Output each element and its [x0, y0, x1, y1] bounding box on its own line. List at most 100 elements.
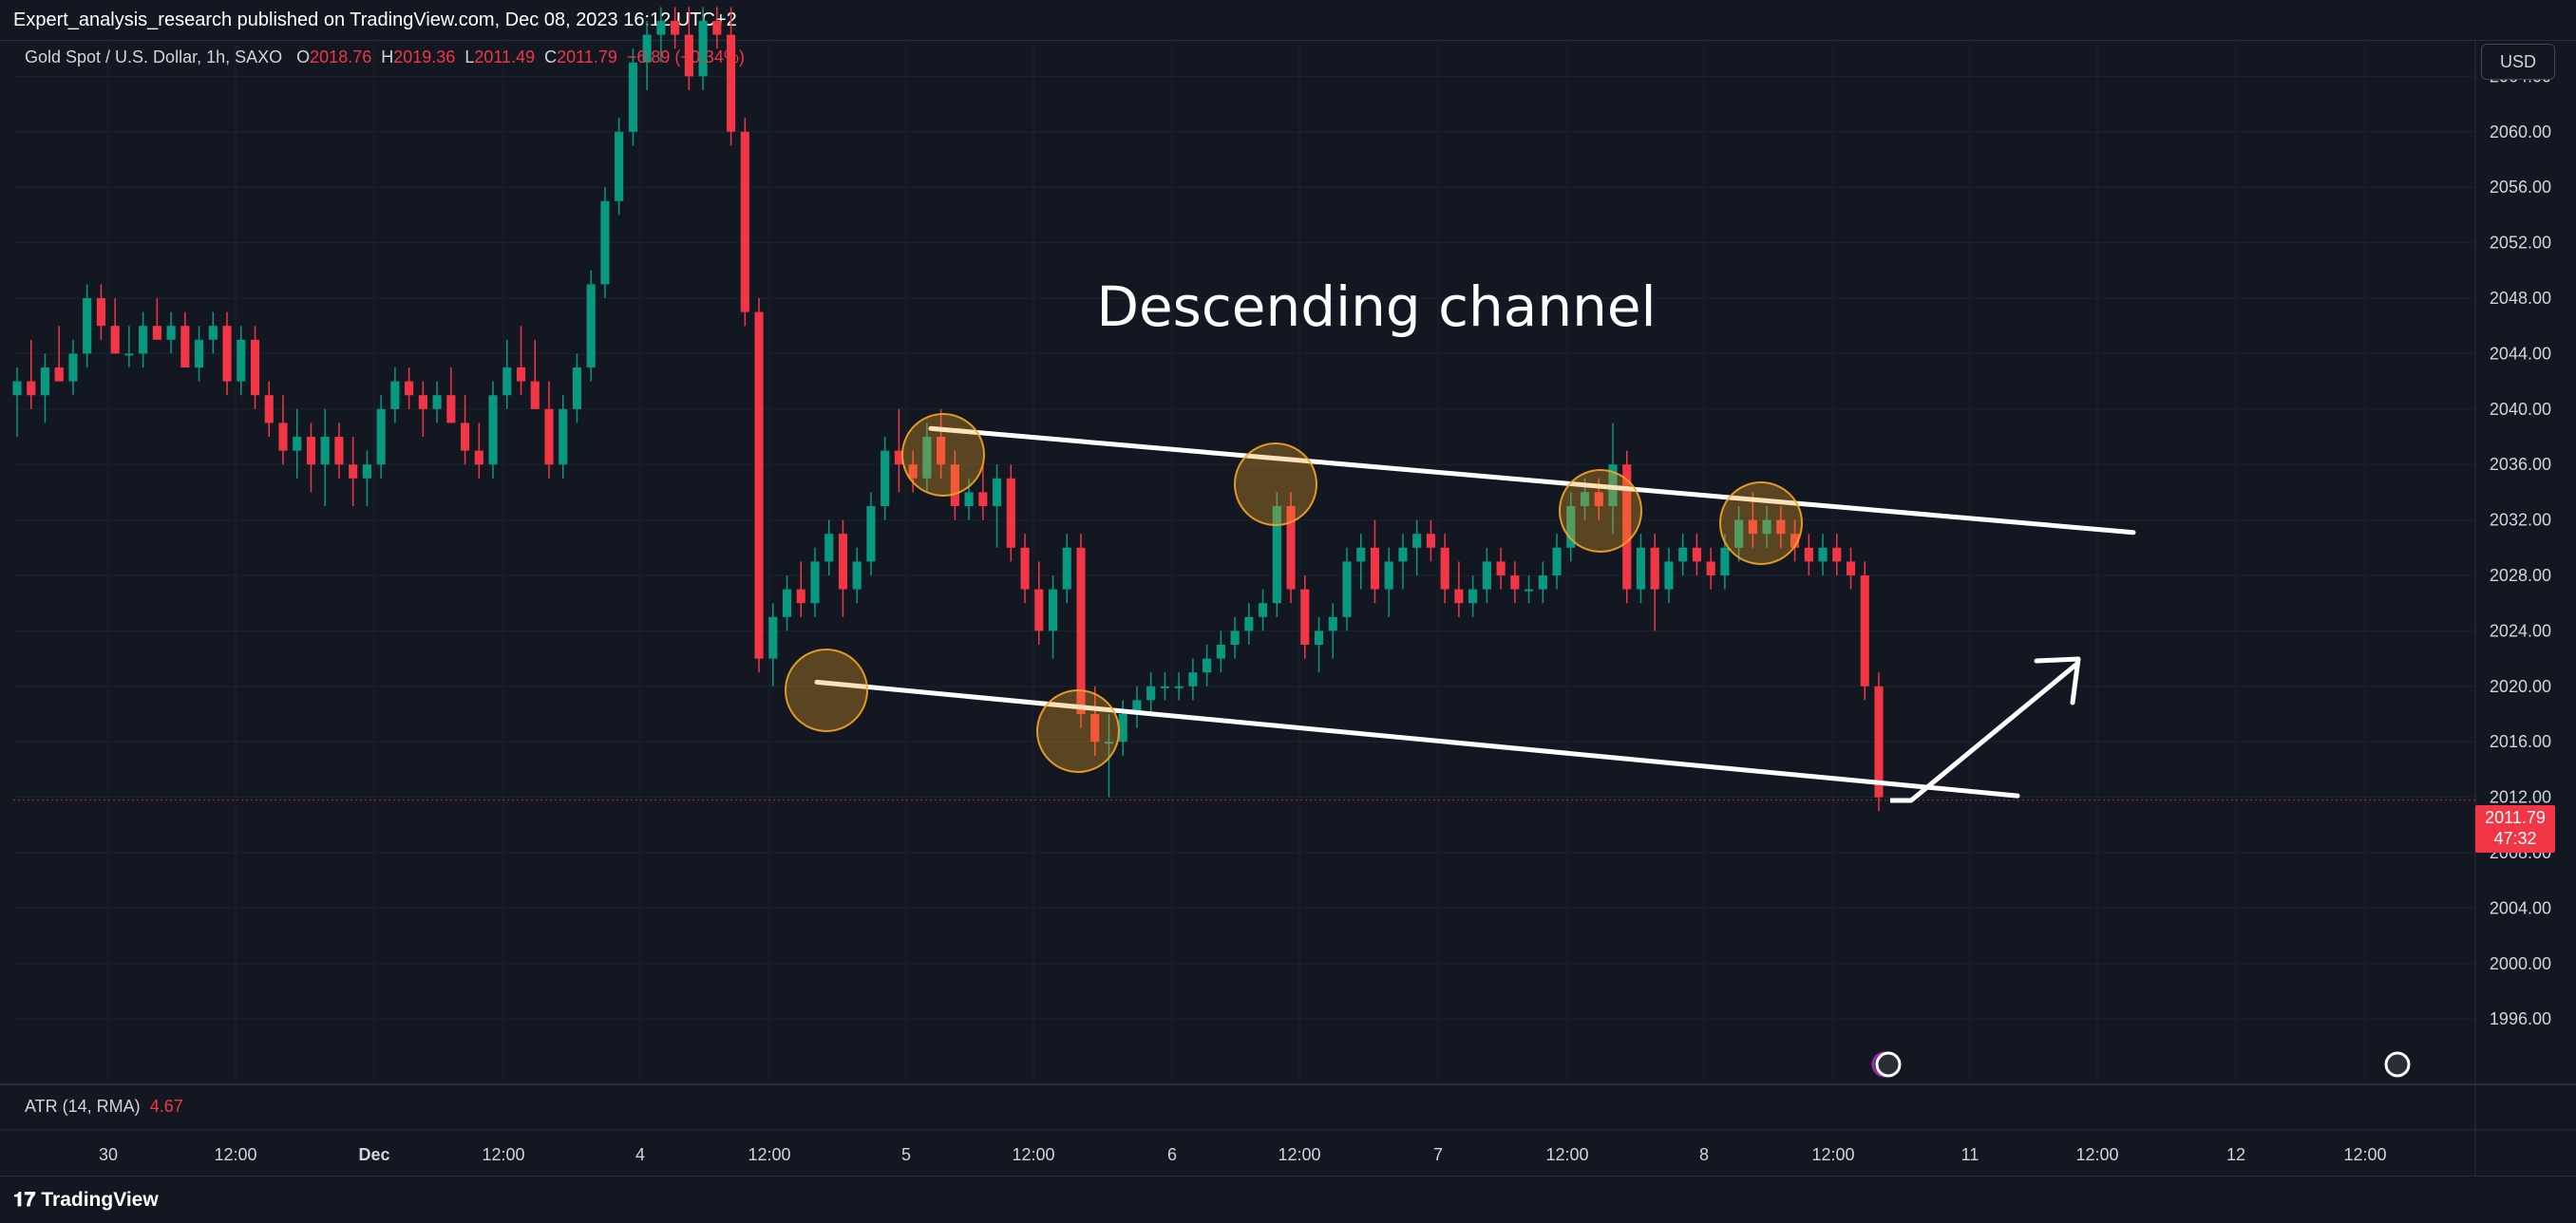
y-tick-label: 2060.00: [2490, 122, 2551, 141]
candle-body: [432, 395, 442, 409]
high-value: 2019.36: [393, 47, 456, 66]
x-tick-label: 5: [901, 1145, 911, 1164]
candle-body: [1846, 561, 1856, 575]
y-tick-label: 2036.00: [2490, 455, 2551, 474]
candle-body: [1734, 519, 1744, 548]
event-flag-icon: [1875, 1051, 1902, 1078]
y-tick-label: 2012.00: [2490, 788, 2551, 807]
y-tick-label: 2000.00: [2490, 954, 2551, 973]
candle-body: [656, 21, 666, 35]
candle-body: [446, 395, 456, 423]
atr-indicator-legend[interactable]: ATR (14, RMA) 4.67: [25, 1097, 183, 1117]
y-tick-label: 2016.00: [2490, 732, 2551, 751]
footer-bar: 𝟏𝟕 TradingView: [0, 1176, 2576, 1223]
tradingview-logo[interactable]: 𝟏𝟕 TradingView: [13, 1188, 159, 1212]
candle-body: [1874, 686, 1884, 798]
candle-body: [502, 367, 512, 396]
candle-body: [488, 395, 498, 465]
channel-upper-line: [928, 425, 2136, 536]
candle-body: [796, 589, 805, 604]
candle-body: [1160, 686, 1169, 688]
candle-body: [1566, 506, 1576, 548]
candle-body: [824, 534, 834, 562]
candle-body: [1622, 464, 1632, 590]
candle-body: [1552, 547, 1562, 575]
x-tick-label: 11: [1961, 1145, 1979, 1164]
candle-body: [1076, 547, 1086, 714]
candle-body: [152, 326, 161, 340]
candle-body: [390, 381, 400, 409]
candle-body: [810, 561, 820, 604]
change-value: −6.89 (−0.34%): [626, 47, 745, 66]
candle-body: [964, 492, 974, 506]
x-tick-label: 12:00: [748, 1145, 790, 1164]
x-tick-label: 12:00: [2343, 1145, 2386, 1164]
candle-body: [180, 326, 190, 367]
top-bar: Expert_analysis_research published on Tr…: [0, 0, 2576, 41]
x-tick-label: 12:00: [214, 1145, 256, 1164]
candle-body: [1342, 561, 1352, 617]
candle-body: [600, 200, 610, 285]
y-tick-label: 2056.00: [2490, 178, 2551, 197]
x-tick-label: 12:00: [1012, 1145, 1054, 1164]
candle-body: [96, 298, 105, 327]
touch-point-marker: [901, 413, 985, 497]
candle-body: [54, 367, 64, 382]
y-tick-label: 2020.00: [2490, 677, 2551, 696]
candle-body: [68, 353, 78, 382]
candle-body: [1048, 589, 1058, 631]
candle-body: [768, 616, 778, 659]
candle-body: [1594, 492, 1603, 506]
x-tick-label: 12:00: [482, 1145, 524, 1164]
candle-body: [1398, 547, 1408, 562]
candle-body: [1496, 561, 1506, 575]
candle-body: [671, 21, 680, 35]
x-tick-label: 8: [1699, 1145, 1709, 1164]
candle-body: [908, 464, 918, 479]
brand-name: TradingView: [41, 1189, 159, 1211]
candle-body: [684, 34, 693, 77]
tradingview-logo-icon: 𝟏𝟕: [13, 1188, 36, 1211]
candle-body: [1090, 714, 1100, 743]
candle-body: [1636, 547, 1646, 590]
candle-body: [1538, 575, 1547, 590]
candle-body: [362, 464, 371, 479]
candle-body: [1356, 547, 1366, 562]
candle-body: [1510, 575, 1520, 590]
y-tick-label: 2044.00: [2490, 344, 2551, 363]
candle-body: [1174, 686, 1184, 688]
candle-body: [754, 311, 764, 659]
candle-body: [1104, 742, 1114, 744]
candle-body: [139, 326, 148, 354]
touch-point-marker: [785, 649, 868, 732]
candle-body: [1370, 547, 1380, 590]
candle-body: [866, 506, 876, 562]
y-tick-label: 2024.00: [2490, 621, 2551, 640]
candle-body: [1790, 534, 1800, 548]
candle-body: [1832, 547, 1842, 562]
candle-body: [978, 492, 988, 506]
candle-body: [782, 589, 792, 617]
candle-body: [1328, 616, 1337, 631]
last-price-badge: 2011.79 47:32: [2475, 805, 2555, 853]
candle-body: [1384, 561, 1393, 590]
candle-body: [937, 437, 946, 465]
candle-body: [278, 423, 288, 451]
y-tick-label: 2040.00: [2490, 400, 2551, 419]
x-tick-label: 30: [99, 1145, 118, 1164]
event-flag-icon: [2384, 1051, 2411, 1078]
publisher-text: Expert_analysis_research published on Tr…: [13, 9, 737, 30]
candle-body: [1216, 645, 1225, 659]
candle-body: [1006, 478, 1015, 548]
currency-button[interactable]: USD: [2481, 44, 2555, 80]
candle-body: [405, 381, 414, 396]
candle-body: [642, 34, 652, 63]
candle-body: [208, 326, 218, 340]
candle-body: [1300, 589, 1310, 645]
x-tick-label: 12:00: [1278, 1145, 1320, 1164]
candle-body: [1203, 658, 1212, 673]
x-tick-label: Dec: [358, 1145, 389, 1164]
candle-body: [1118, 714, 1127, 743]
candle-body: [1664, 561, 1674, 590]
